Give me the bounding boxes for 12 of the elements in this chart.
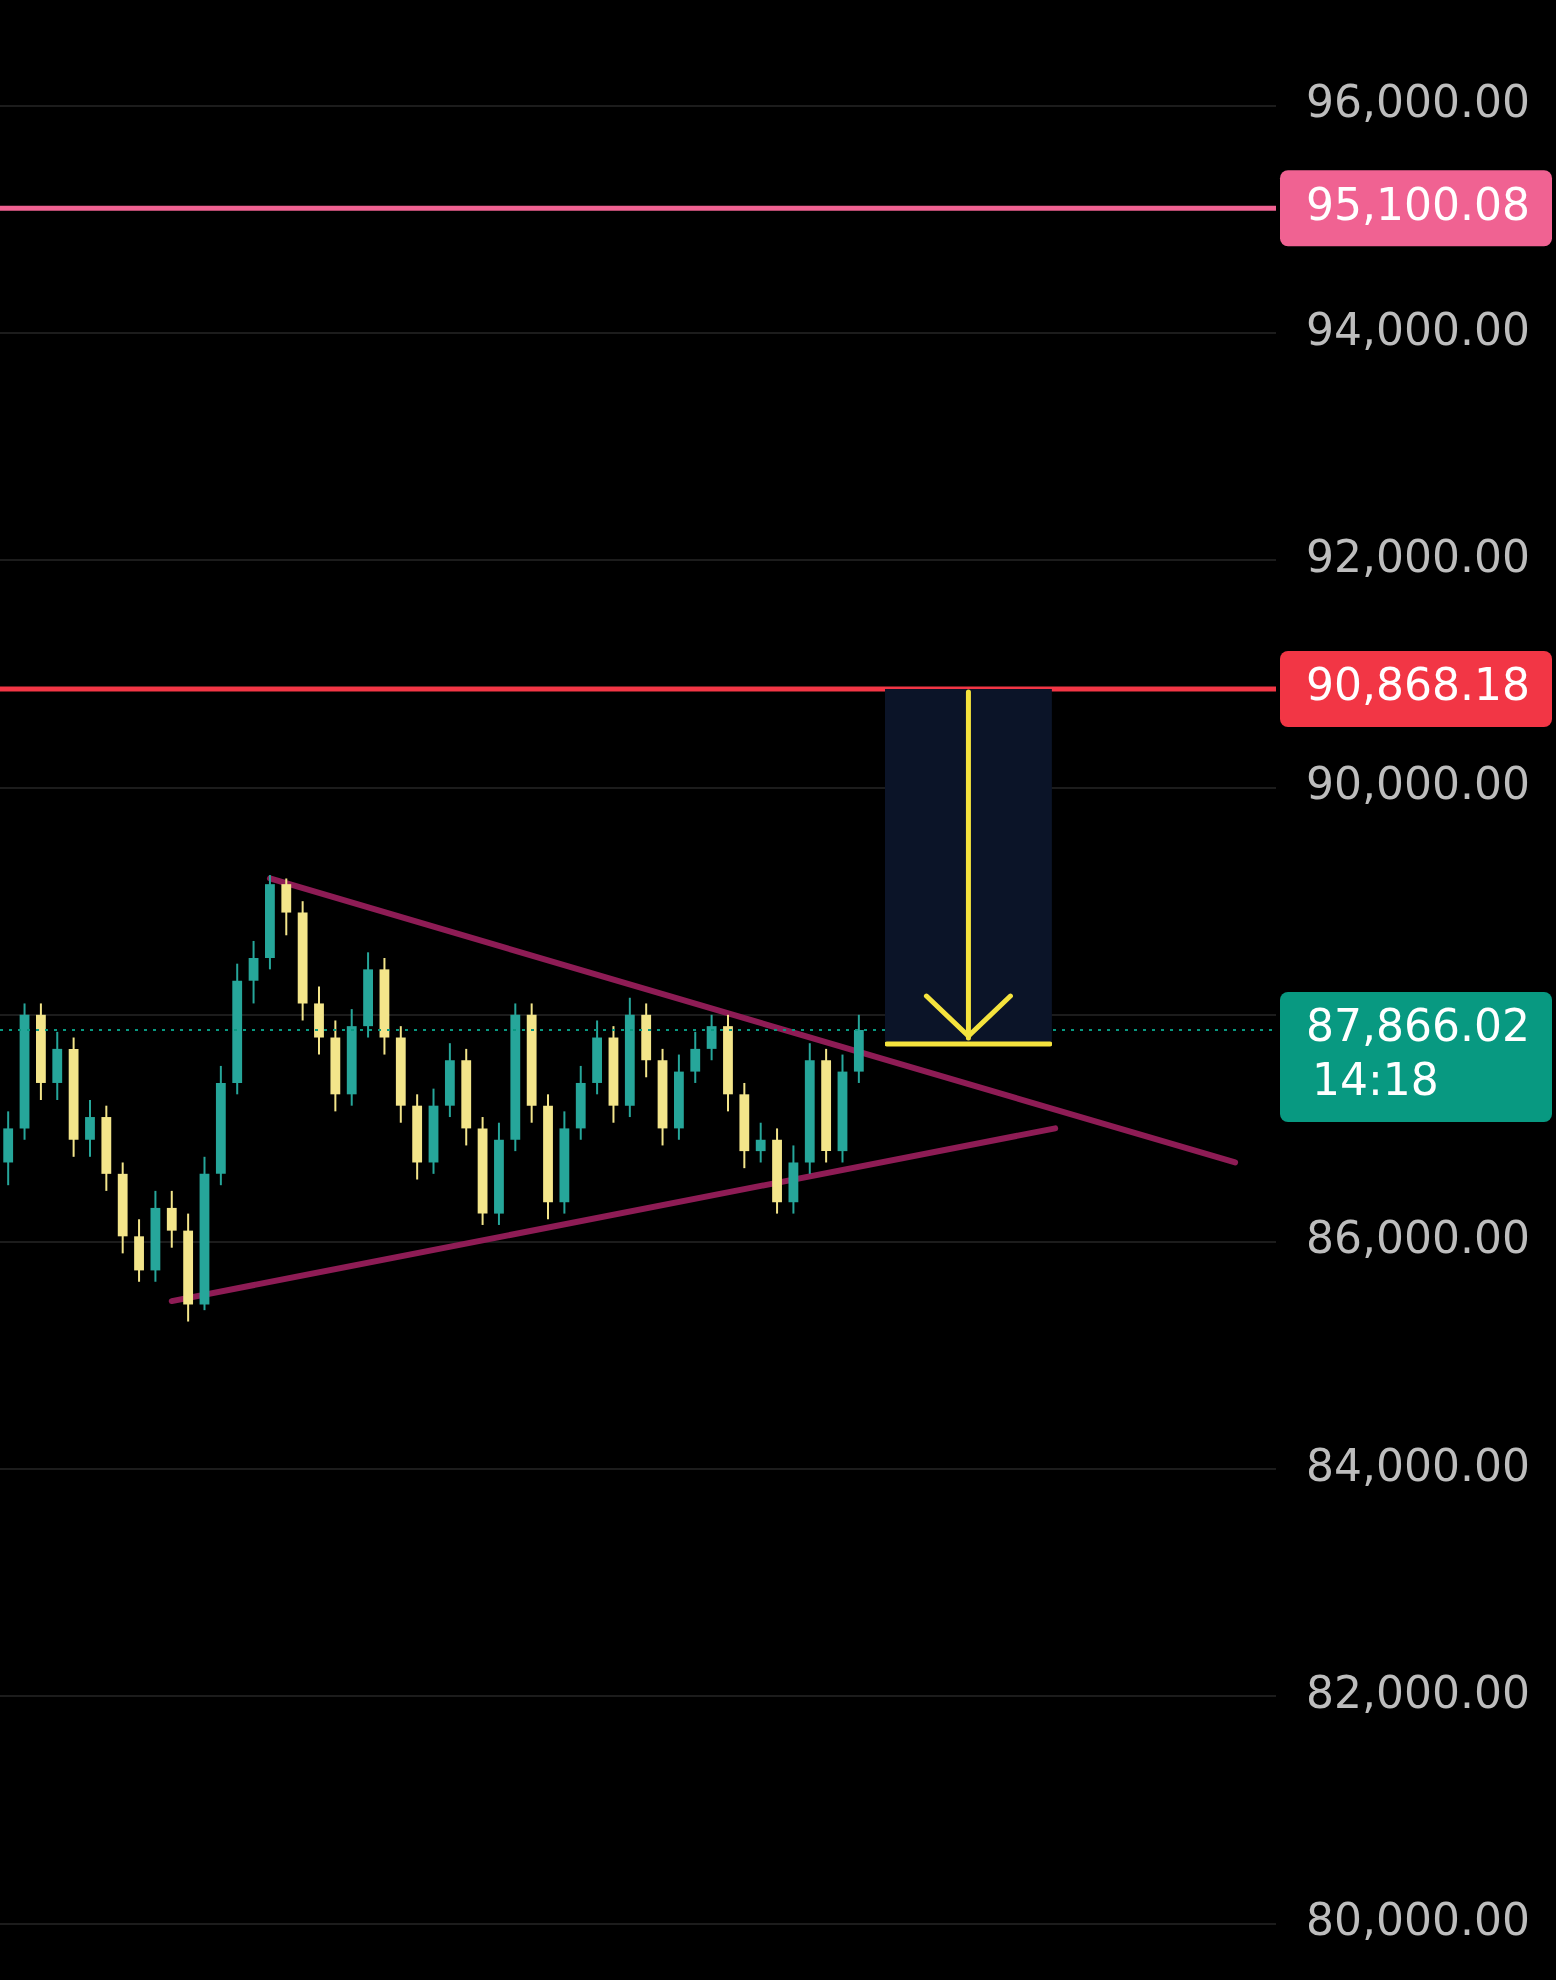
ref-line-label: 95,100.08 — [1306, 178, 1530, 230]
text: 14:18 — [1312, 1054, 1439, 1106]
ref-line-label: 90,868.18 — [1306, 659, 1530, 711]
y-tick-label: 82,000.00 — [1306, 1666, 1530, 1718]
y-tick-label: 96,000.00 — [1306, 76, 1530, 128]
y-tick-label: 80,000.00 — [1306, 1894, 1530, 1946]
y-tick-label: 90,000.00 — [1306, 758, 1530, 810]
y-tick-label: 84,000.00 — [1306, 1439, 1530, 1491]
y-tick-label: 86,000.00 — [1306, 1212, 1530, 1264]
y-tick-label: 94,000.00 — [1306, 303, 1530, 355]
y-tick-label: 92,000.00 — [1306, 530, 1530, 582]
ref-line-label: 87,866.02 — [1306, 1000, 1530, 1052]
